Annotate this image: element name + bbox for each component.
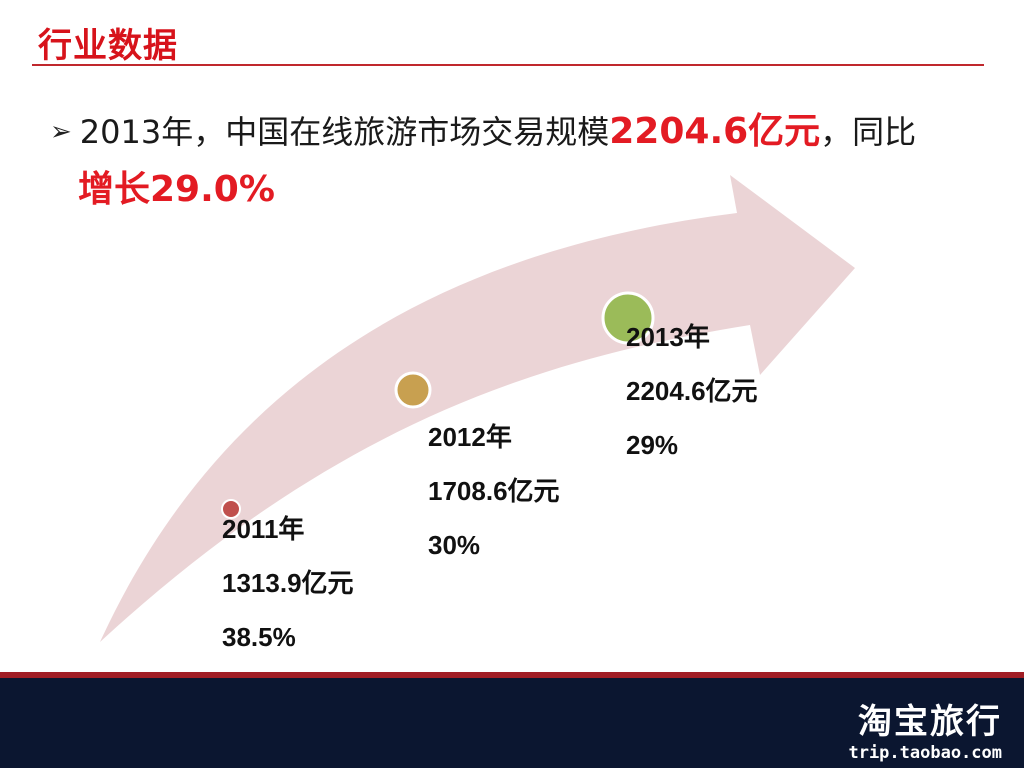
timeline-growth: 29% xyxy=(626,430,679,460)
timeline-value: 1313.9亿元 xyxy=(222,568,354,598)
timeline-growth: 38.5% xyxy=(222,622,296,652)
bullet-line-continued: 增长29.0% xyxy=(78,160,275,212)
timeline-value: 1708.6亿元 xyxy=(428,476,560,506)
brand-url: trip.taobao.com xyxy=(848,743,1002,763)
brand-name: 淘宝旅行 xyxy=(858,702,1002,742)
bullet-text-a: 2013年，中国在线旅游市场交易规模 xyxy=(79,113,610,151)
footer-accent-line xyxy=(0,672,1024,678)
bullet-highlight-growth: 增长29.0% xyxy=(78,169,275,210)
timeline-dot-2013 xyxy=(601,291,655,345)
timeline-dot-2012 xyxy=(394,371,432,409)
page-title: 行业数据 xyxy=(38,26,178,66)
title-divider xyxy=(32,64,984,66)
bullet-line: ➢ 2013年，中国在线旅游市场交易规模2204.6亿元，同比 xyxy=(50,102,916,154)
bullet-text-b: ，同比 xyxy=(820,113,917,151)
timeline-entry-2011: 2011年 1313.9亿元 38.5% xyxy=(222,502,354,664)
timeline-entry-2012: 2012年 1708.6亿元 30% xyxy=(428,410,560,572)
footer-bar xyxy=(0,672,1024,768)
timeline-entry-2013: 2013年 2204.6亿元 29% xyxy=(626,310,758,472)
bullet-highlight-value: 2204.6亿元 xyxy=(609,111,821,152)
growth-arrow-shape xyxy=(100,175,855,642)
timeline-value: 2204.6亿元 xyxy=(626,376,758,406)
timeline-year: 2012年 xyxy=(428,422,512,452)
timeline-year: 2013年 xyxy=(626,322,710,352)
timeline-dot-2011 xyxy=(221,499,241,519)
timeline-year: 2011年 xyxy=(222,514,305,544)
timeline-growth: 30% xyxy=(428,530,481,560)
brand-logo: 淘宝旅行 trip.taobao.com xyxy=(848,694,1002,763)
bullet-arrow-icon: ➢ xyxy=(50,117,72,147)
